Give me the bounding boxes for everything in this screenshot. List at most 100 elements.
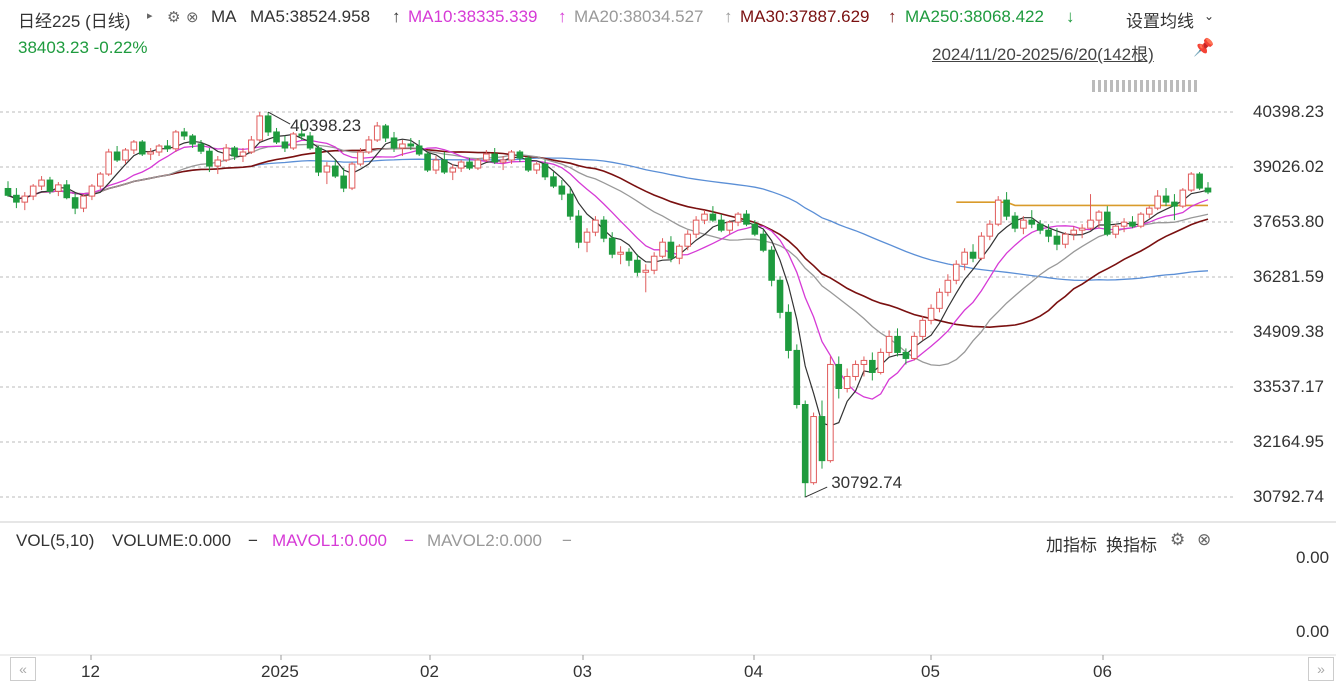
chevron-down-icon[interactable]: ⌄ [1204,9,1215,23]
candle-body [474,159,482,169]
candle-body [273,131,280,143]
candle-body [894,335,901,353]
add-indicator-button[interactable]: 加指标 [1046,536,1097,555]
candle-body [986,223,994,237]
candle-body [357,151,364,165]
candle-body [88,185,96,197]
candle-body [785,311,792,351]
date-range[interactable]: 2024/11/20-2025/6/20(142根) [932,45,1154,64]
ma-long-line [7,157,1209,282]
high-pointer [267,111,291,125]
low-pointer [804,486,828,498]
candle-body [306,135,314,149]
ma10-arrow-icon: ↑ [558,7,567,26]
candle-body [256,115,264,141]
candle-body [1020,219,1027,229]
candle-body [197,143,205,152]
y-tick-label: 34909.38 [1253,321,1324,341]
candle-body [390,137,398,149]
x-tick-label: 03 [573,662,592,681]
candle-body [46,179,54,192]
candle-body [642,269,650,273]
grip-mark [1116,80,1119,92]
scroll-right-button[interactable]: » [1308,657,1334,681]
candle-body [97,173,104,187]
candle-body [575,215,582,243]
candle-body [180,131,188,137]
pin-icon[interactable]: 📌 [1193,38,1215,57]
candle-body [231,147,238,157]
y-tick-label: 40398.23 [1253,102,1324,121]
candle-body [264,115,272,133]
candle-body [827,363,834,462]
candle-body [583,231,591,243]
ma5-line [7,133,1209,427]
volume-close-icon[interactable]: ⊗ [1197,530,1212,549]
scroll-left-button[interactable]: « [10,657,36,681]
candle-body [399,143,406,149]
candle-body [155,145,163,153]
y-tick-label: 33537.17 [1253,376,1324,396]
ma10-line [7,139,1209,400]
candle-body [499,159,507,163]
candle-body [877,351,885,373]
vol-label: VOL(5,10) [16,531,95,550]
candle-body [457,161,465,169]
candle-body [726,221,733,231]
candle-body [843,375,851,389]
grip-mark [1152,80,1155,92]
candle-body [659,241,666,257]
grip-mark [1122,80,1125,92]
candle-body [1104,211,1111,235]
price-change: 38403.23 -0.22% [18,38,148,57]
y-tick-label: 37653.80 [1253,212,1324,231]
ma20-arrow-icon: ↑ [724,7,733,26]
candle-body [524,157,532,171]
grip-mark [1128,80,1131,92]
grip-mark [1140,80,1143,92]
candle-body [1196,173,1203,189]
candle-body [1011,215,1019,229]
index-title[interactable]: 日经225 (日线) [18,12,131,31]
candle-body [1003,199,1010,217]
candle-body [248,139,255,153]
settings-ma-button[interactable]: 设置均线 [1126,12,1194,31]
close-icon[interactable]: ⊗ [186,9,199,26]
x-tick-label: 04 [744,662,763,681]
grip-mark [1098,80,1101,92]
candle-body [1028,219,1036,225]
candle-body [869,359,876,373]
candle-body [1070,229,1078,235]
candle-body [491,153,499,163]
candle-body [340,175,347,189]
volume-gear-icon[interactable]: ⚙ [1170,530,1186,549]
expand-arrow-icon[interactable]: ▸ [147,10,153,22]
candle-body [684,233,692,247]
candle-body [936,291,943,309]
gear-icon[interactable]: ⚙ [167,9,181,26]
candle-body [1062,233,1069,245]
x-tick-label: 05 [921,662,940,681]
scroll-handle[interactable] [1092,80,1202,92]
high-annotation: 40398.23 [290,116,362,135]
switch-indicator-button[interactable]: 换指标 [1106,536,1157,555]
candle-body [759,233,767,251]
grip-mark [1110,80,1113,92]
scroll-handle-icon [1092,80,1197,92]
candle-body [885,335,893,353]
candle-body [1087,219,1094,229]
grip-mark [1134,80,1137,92]
candle-body [994,199,1002,225]
volume-y-bottom: 0.00 [1296,622,1330,641]
candle-body [348,163,356,189]
candle-body [415,145,423,155]
candle-body [617,251,624,255]
candle-body [373,125,381,141]
candle-body [533,163,540,171]
candle-body [600,219,608,239]
candle-body [130,141,138,151]
candle-body [902,351,910,359]
grip-mark [1158,80,1161,92]
candle-body [860,359,868,365]
